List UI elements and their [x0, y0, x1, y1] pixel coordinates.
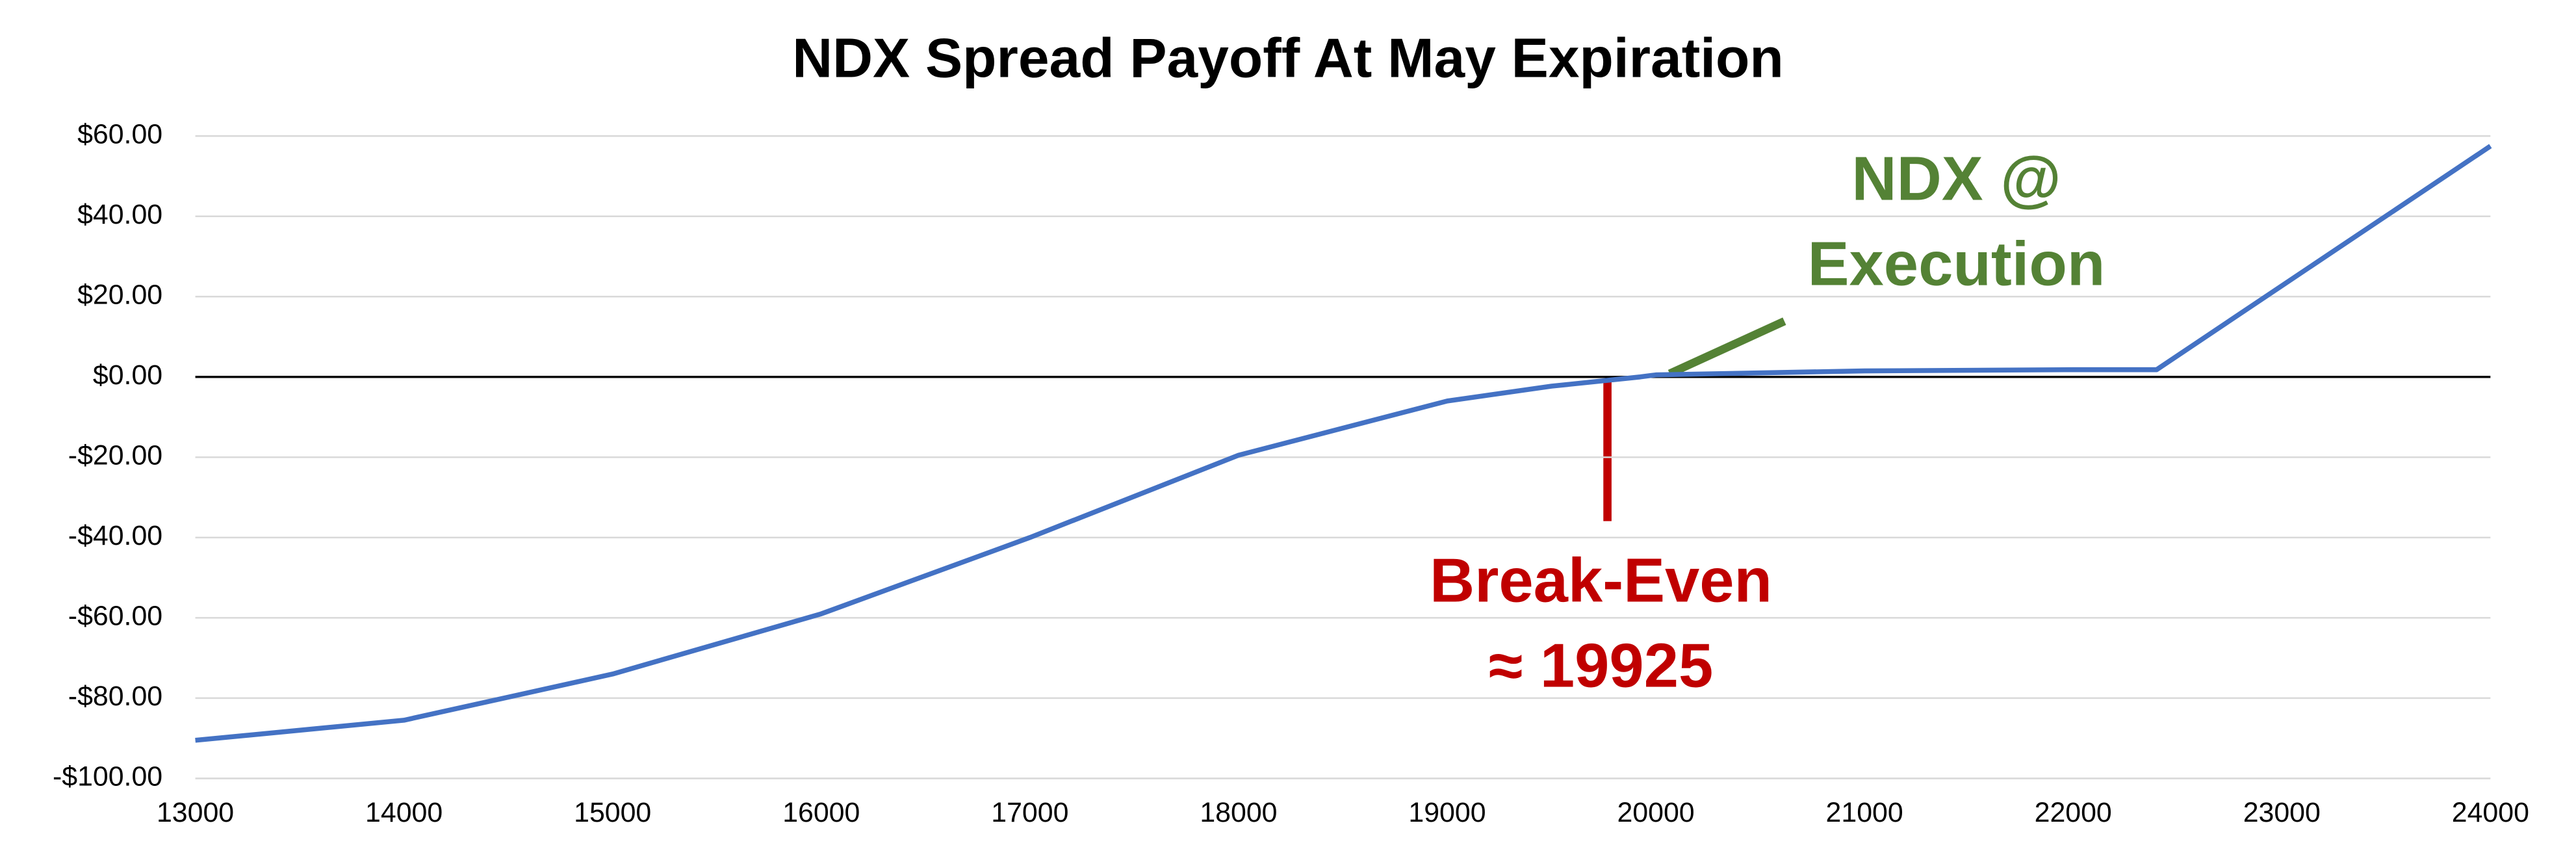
annotation: Break-Even — [1430, 545, 1772, 615]
y-tick-label: -$80.00 — [68, 681, 162, 712]
x-tick-label: 13000 — [157, 797, 234, 828]
x-tick-label: 20000 — [1617, 797, 1694, 828]
x-tick-label: 21000 — [1826, 797, 1903, 828]
x-tick-label: 22000 — [2035, 797, 2112, 828]
x-tick-label: 17000 — [991, 797, 1068, 828]
annotation: Execution — [1808, 229, 2106, 299]
x-tick-label: 24000 — [2452, 797, 2529, 828]
x-tick-label: 16000 — [782, 797, 860, 828]
y-tick-label: $40.00 — [77, 199, 162, 230]
y-tick-label: -$100.00 — [53, 761, 162, 792]
x-tick-label: 18000 — [1200, 797, 1277, 828]
annotation-arrow — [1668, 317, 1786, 378]
y-tick-label: -$60.00 — [68, 601, 162, 632]
x-tick-label: 14000 — [365, 797, 443, 828]
x-tick-label: 19000 — [1408, 797, 1486, 828]
x-tick-label: 23000 — [2243, 797, 2321, 828]
chart-title: NDX Spread Payoff At May Expiration — [792, 27, 1784, 89]
line-series — [195, 144, 2492, 743]
x-tick-label: 15000 — [574, 797, 651, 828]
y-tick-label: -$20.00 — [68, 440, 162, 471]
y-tick-label: $20.00 — [77, 280, 162, 311]
y-tick-label: -$40.00 — [68, 520, 162, 551]
annotation: NDX @ — [1851, 144, 2061, 214]
y-tick-label: $0.00 — [93, 359, 162, 391]
y-tick-label: $60.00 — [77, 119, 162, 150]
annotation: ≈ 19925 — [1489, 631, 1714, 700]
